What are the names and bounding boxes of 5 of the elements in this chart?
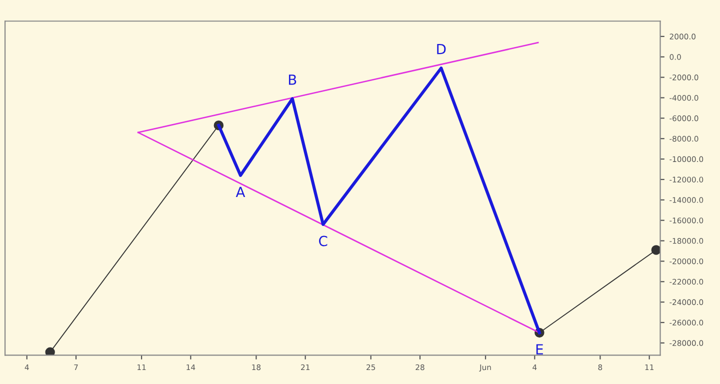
annotation: B [288,74,296,85]
annotation: D [437,44,446,54]
annotation: C [319,236,328,246]
annotation: A [236,186,246,198]
annotation: E [536,344,543,354]
